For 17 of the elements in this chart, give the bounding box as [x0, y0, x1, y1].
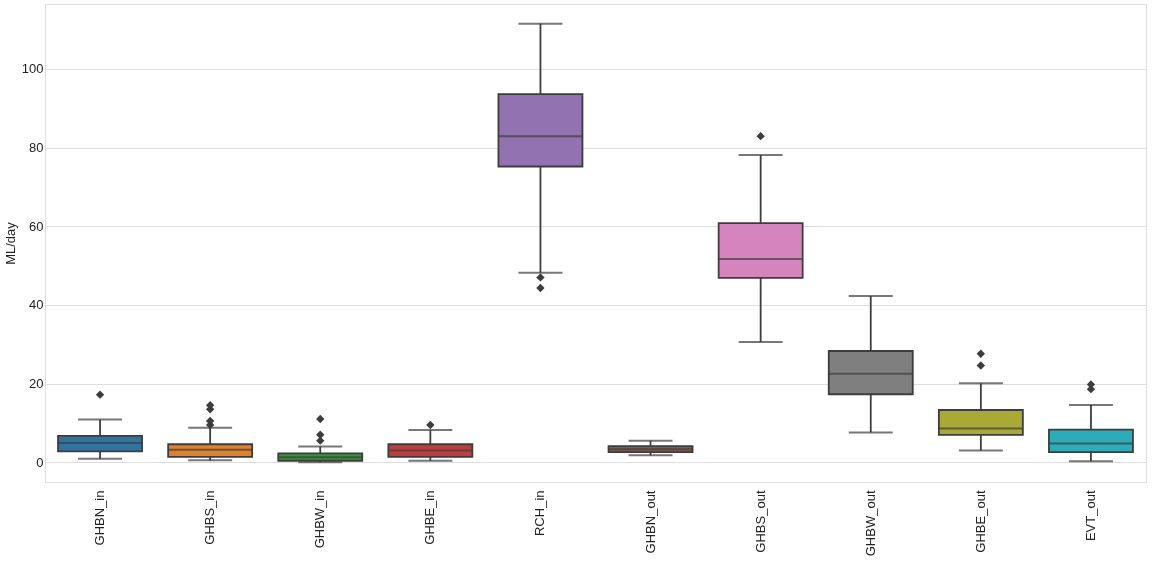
x-tick-label: GHBS_out [752, 490, 768, 553]
x-tick-label: GHBN_out [642, 490, 658, 554]
y-tick-label: 100 [21, 61, 44, 77]
x-tick-label: RCH_in [532, 490, 548, 537]
y-axis-title: ML/day [2, 221, 18, 265]
y-tick-label: 20 [29, 376, 44, 392]
x-tick-label: GHBW_out [862, 490, 878, 557]
y-tick-label: 80 [29, 140, 44, 156]
y-tick-label: 0 [36, 454, 44, 470]
x-tick-label: GHBW_in [312, 490, 328, 549]
y-tick-label: 60 [29, 218, 44, 234]
y-tick-label: 40 [29, 297, 44, 313]
x-tick-label: EVT_out [1082, 490, 1098, 542]
x-tick-label: GHBE_in [422, 490, 438, 545]
x-tick-label: GHBS_in [202, 490, 218, 545]
x-tick-label: GHBE_out [972, 490, 988, 553]
x-tick-label: GHBN_in [92, 490, 108, 546]
